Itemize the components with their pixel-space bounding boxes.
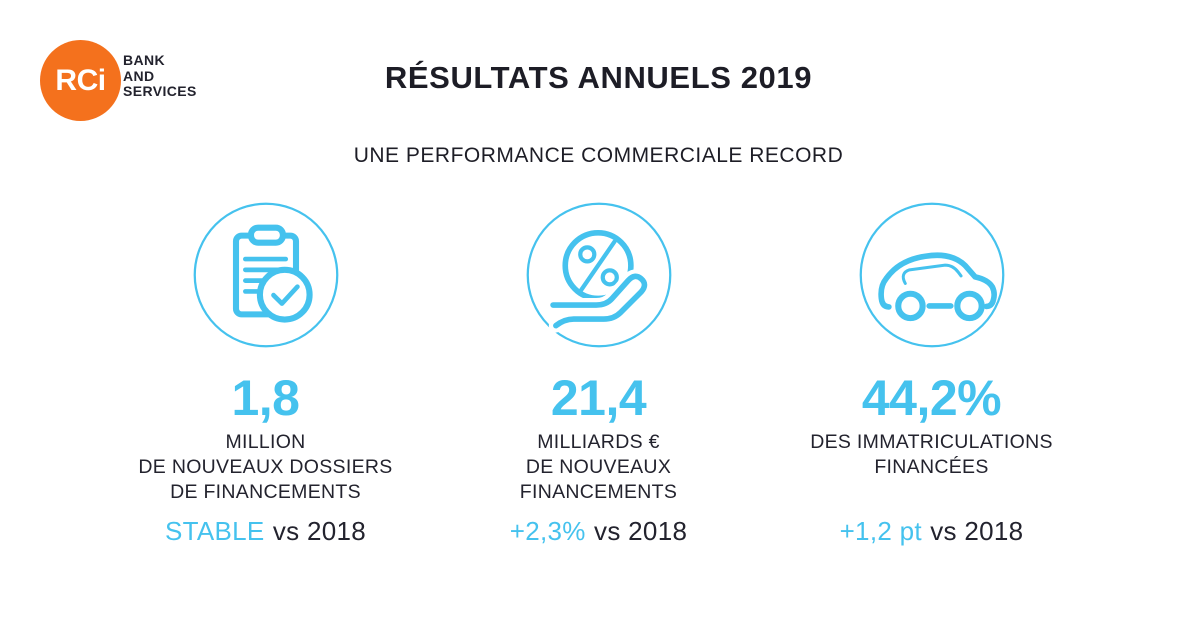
- stat-value: 44,2%: [861, 370, 1002, 426]
- logo-monogram: RCi: [40, 40, 121, 121]
- clipboard-check-icon: [193, 202, 338, 348]
- rci-logo: RCi BANK AND SERVICES: [40, 40, 300, 130]
- delta-comparison: vs 2018: [930, 516, 1024, 546]
- page-title: RÉSULTATS ANNUELS 2019: [384, 60, 813, 95]
- delta-comparison: vs 2018: [272, 516, 367, 546]
- delta-value: +1,2 pt: [839, 516, 922, 546]
- stat-value: 21,4: [550, 370, 647, 426]
- stat-value: 1,8: [231, 370, 300, 426]
- logo-tagline: BANK AND SERVICES: [123, 52, 197, 99]
- stat-column-registrations: 44,2% DES IMMATRICULATIONS FINANCÉES +1,…: [765, 200, 1098, 565]
- stat-delta: STABLE vs 2018: [99, 516, 432, 547]
- stat-column-contracts: 1,8 MILLION DE NOUVEAUX DOSSIERS DE FINA…: [99, 200, 432, 565]
- hand-percent-icon: [526, 202, 671, 348]
- stat-delta: +2,3% vs 2018: [432, 516, 765, 547]
- delta-comparison: vs 2018: [594, 516, 688, 546]
- car-icon: [859, 202, 1004, 348]
- stat-label: MILLION DE NOUVEAUX DOSSIERS DE FINANCEM…: [138, 431, 393, 503]
- delta-value: STABLE: [164, 516, 265, 546]
- stat-delta: +1,2 pt vs 2018: [765, 516, 1098, 547]
- page-subtitle: UNE PERFORMANCE COMMERCIALE RECORD: [353, 144, 844, 167]
- delta-value: +2,3%: [509, 516, 586, 546]
- stat-label: DES IMMATRICULATIONS FINANCÉES: [810, 431, 1053, 478]
- stat-column-financings: 21,4 MILLIARDS € DE NOUVEAUX FINANCEMENT…: [432, 200, 765, 565]
- stat-label: MILLIARDS € DE NOUVEAUX FINANCEMENTS: [519, 431, 678, 503]
- stats-row: 1,8 MILLION DE NOUVEAUX DOSSIERS DE FINA…: [99, 200, 1098, 565]
